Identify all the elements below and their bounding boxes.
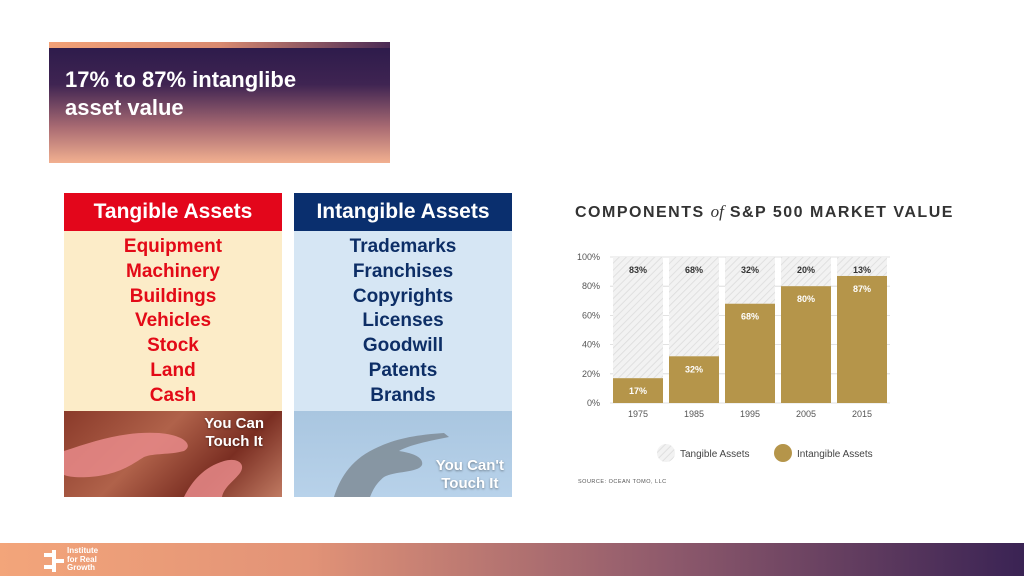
intangible-item: Copyrights (352, 285, 454, 307)
intangible-data-label: 32% (685, 364, 703, 374)
hand-touching-rock-photo: You Can Touch It (64, 411, 282, 497)
tangible-assets-panel: Tangible Assets Equipment Machinery Buildi… (64, 193, 282, 497)
intangible-assets-header: Intangible Assets (294, 193, 512, 231)
chart-labels: 83% 17% 1975 68% 32% 1985 32% 68% 1995 20% 80% 2005… (628, 265, 872, 419)
sp500-stacked-bar-chart: 0% 20% 40% 60% 80% 100% 83% 17% 1975 68% 32% 1985 3… (577, 252, 890, 462)
intangible-item: Patents (368, 359, 438, 381)
footer-bar: Institute for Real Growth (0, 543, 1024, 576)
intangible-item: Licenses (362, 310, 444, 332)
tangible-data-label: 20% (797, 265, 815, 275)
tangible-assets-list: Equipment Machinery Buildings Vehicles Stock… (64, 231, 282, 409)
pointing-hand-icon (334, 433, 449, 497)
y-tick-label: 20% (582, 369, 600, 379)
bar-tangible (781, 257, 831, 287)
tangible-item: Equipment (123, 236, 223, 257)
logo-text-line3: Growth (67, 563, 95, 572)
intangible-caption-line1: You Can't (435, 457, 504, 474)
intangible-item: Goodwill (362, 335, 444, 357)
legend-label-tangible: Tangible Assets (680, 449, 750, 460)
bar-intangible (613, 378, 663, 403)
tangible-caption-line1: You Can (204, 415, 264, 432)
y-tick-label: 0% (587, 398, 600, 408)
y-tick-label: 100% (577, 252, 600, 262)
x-tick-label: 2005 (796, 409, 816, 419)
y-tick-label: 60% (582, 310, 600, 320)
logo-text-line1: Institute (67, 546, 99, 555)
slide-title-line1: 17% to 87% intanglibe (65, 67, 297, 92)
intangible-assets-list: Trademarks Franchises Copyrights Licenses Go… (294, 231, 512, 409)
slide-title-line2: asset value (65, 95, 184, 120)
legend-swatch-tangible (657, 444, 675, 462)
tangible-item: Machinery (126, 260, 220, 282)
legend-label-intangible: Intangible Assets (797, 449, 873, 460)
intangible-data-label: 68% (741, 312, 759, 322)
hand-icon (64, 432, 243, 497)
legend-swatch-intangible (774, 444, 792, 462)
tangible-assets-header: Tangible Assets (64, 193, 282, 231)
chart-title: COMPONENTS of S&P 500 MARKET VALUE (575, 202, 954, 222)
x-tick-label: 1995 (740, 409, 760, 419)
tangible-caption: You Can Touch It (204, 415, 264, 451)
tangible-data-label: 32% (741, 265, 759, 275)
intangible-data-label: 87% (853, 284, 871, 294)
tangible-item: Land (150, 359, 196, 381)
x-tick-label: 1975 (628, 409, 648, 419)
tangible-item: Stock (147, 335, 199, 357)
y-tick-label: 40% (582, 340, 600, 350)
tangible-item: Cash (149, 384, 197, 406)
chart-title-part1: COMPONENTS (575, 204, 705, 221)
intangible-caption: You Can't Touch It (436, 457, 504, 493)
tangible-data-label: 68% (685, 265, 703, 275)
bar-tangible (613, 257, 663, 379)
intangible-item: Franchises (352, 260, 454, 282)
logo-text-line2: for Real (67, 554, 97, 564)
tangible-item: Buildings (129, 285, 217, 307)
chart-bars (613, 257, 887, 403)
chart-legend: Tangible Assets Intangible Assets (657, 444, 873, 462)
tangible-data-label: 83% (629, 265, 647, 275)
bar-intangible (781, 286, 831, 403)
chart-title-part2: S&P 500 MARKET VALUE (729, 204, 954, 221)
bar-intangible (669, 356, 719, 403)
institute-logo-text: Institute for Real Growth (67, 546, 99, 573)
intangible-data-label: 17% (629, 386, 647, 396)
bar-intangible (837, 275, 887, 403)
tangible-data-label: 13% (853, 265, 871, 275)
institute-logo-icon (44, 550, 64, 572)
bar-tangible (837, 257, 887, 276)
intangible-item: Brands (370, 384, 436, 406)
bar-tangible (669, 257, 719, 357)
x-tick-label: 1985 (684, 409, 704, 419)
tangible-caption-line2: Touch It (205, 433, 263, 450)
y-tick-label: 80% (582, 281, 600, 291)
chart-title-of: of (710, 202, 724, 221)
hand-pointing-photo: You Can't Touch It (294, 411, 512, 497)
x-tick-label: 2015 (852, 409, 872, 419)
tangible-item: Vehicles (134, 310, 212, 332)
chart-source: SOURCE: OCEAN TOMO, LLC (578, 479, 667, 485)
bar-tangible (725, 257, 775, 304)
intangible-caption-line2: Touch It (441, 475, 499, 492)
intangible-assets-panel: Intangible Assets Trademarks Franchises Co… (294, 193, 512, 497)
slide-title-box: 17% to 87% intanglibe asset value (49, 42, 390, 163)
bar-intangible (725, 303, 775, 403)
intangible-data-label: 80% (797, 294, 815, 304)
intangible-item: Trademarks (349, 236, 457, 257)
